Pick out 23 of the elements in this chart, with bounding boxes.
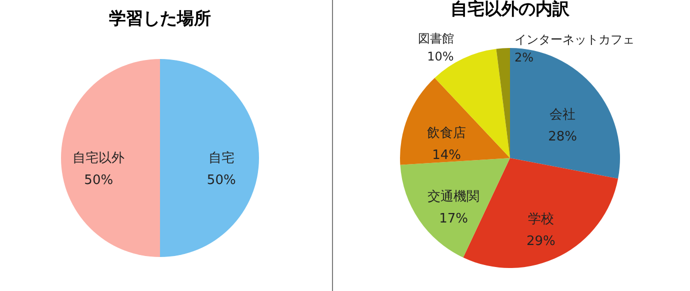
slice-label: 交通機関	[428, 188, 480, 204]
slice-label: インターネットカフェ	[514, 32, 635, 46]
data-label: 17%	[439, 211, 468, 226]
pie-slice	[496, 48, 510, 158]
slice-label: 図書館	[418, 32, 454, 46]
data-label: 14%	[432, 148, 462, 163]
pie-slice	[510, 48, 620, 179]
slice-label: 自宅	[208, 150, 234, 166]
chart-title: 学習した場所	[109, 9, 211, 29]
slice-label: 自宅以外	[72, 150, 125, 166]
slice-label: 学校	[528, 212, 554, 227]
data-label: 2%	[514, 50, 534, 64]
pie-slice	[160, 59, 259, 257]
pie-slice	[400, 78, 510, 165]
pie-slice	[400, 158, 510, 258]
data-label: 10%	[427, 50, 454, 64]
data-label: 50%	[206, 173, 236, 188]
data-label: 28%	[548, 130, 577, 145]
pie-slice	[61, 59, 160, 257]
slice-label: 会社	[550, 108, 576, 123]
data-label: 50%	[84, 173, 114, 188]
data-label: 29%	[526, 234, 556, 249]
slice-label: 飲食店	[427, 124, 466, 141]
